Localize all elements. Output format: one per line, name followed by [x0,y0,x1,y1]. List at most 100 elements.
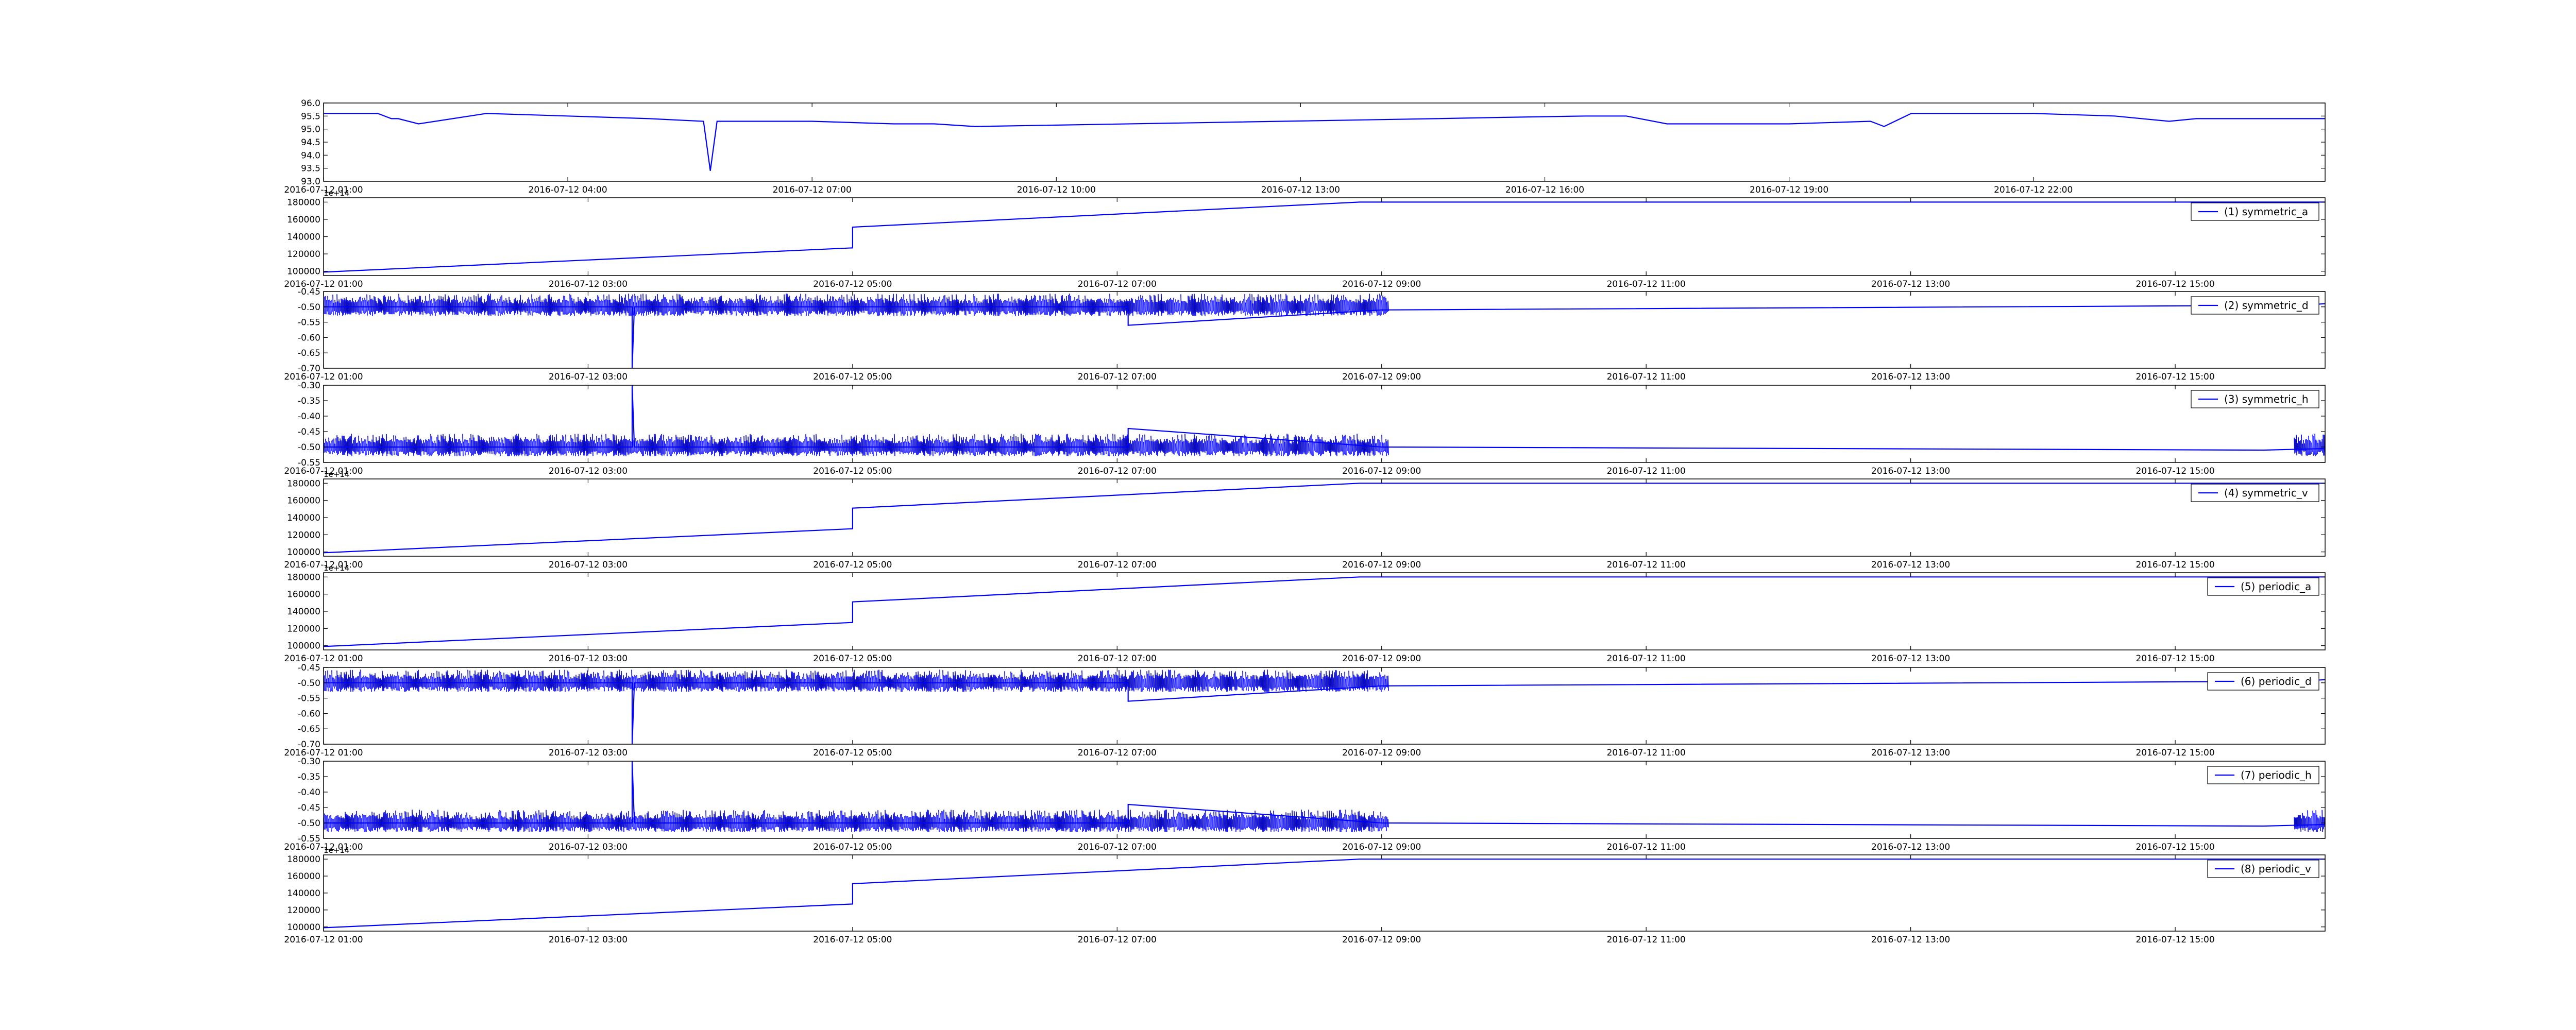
xtick-label-0-6: 2016-07-12 19:00 [1750,185,1828,195]
ytick-label-7-2: -0.40 [298,787,320,798]
ytick-label-4-2: 140000 [287,513,320,523]
legend-label-8: (8) periodic_v [2241,863,2311,875]
ytick-label-0-3: 94.5 [301,138,320,148]
ytick-label-6-4: -0.65 [298,724,320,734]
legend-label-7: (7) periodic_h [2241,769,2312,781]
axes-frame-3 [323,385,2326,463]
xtick-label-4-0: 2016-07-12 01:00 [284,560,363,570]
axes-frame-7 [323,761,2326,839]
chart-panel-3: -0.30-0.35-0.40-0.45-0.50-0.552016-07-12… [284,381,2326,476]
xtick-label-2-1: 2016-07-12 03:00 [549,372,628,382]
axes-frame-0 [323,102,2326,182]
xtick-label-1-1: 2016-07-12 03:00 [549,279,628,289]
xtick-label-5-6: 2016-07-12 13:00 [1871,654,1950,664]
ytick-label-7-1: -0.35 [298,772,320,782]
ytick-label-7-3: -0.45 [298,803,320,813]
ytick-label-1-1: 160000 [287,215,320,225]
xtick-label-6-0: 2016-07-12 01:00 [284,748,363,758]
chart-panel-2: -0.45-0.50-0.55-0.60-0.65-0.702016-07-12… [284,287,2326,382]
legend-2: (2) symmetric_d [2191,296,2319,315]
ytick-label-7-5: -0.55 [298,834,320,844]
ytick-label-3-3: -0.45 [298,427,320,437]
ytick-label-5-0: 180000 [287,572,320,582]
legend-8: (8) periodic_v [2207,860,2319,878]
legend-label-6: (6) periodic_d [2241,675,2312,688]
ytick-label-3-0: -0.30 [298,381,320,391]
xtick-label-2-7: 2016-07-12 15:00 [2136,372,2214,382]
legend-label-2: (2) symmetric_d [2224,299,2309,312]
xtick-label-6-1: 2016-07-12 03:00 [549,748,628,758]
ytick-label-4-0: 180000 [287,478,320,489]
ytick-label-2-4: -0.65 [298,348,320,358]
xtick-label-8-5: 2016-07-12 11:00 [1607,935,1686,945]
xtick-label-3-7: 2016-07-12 15:00 [2136,466,2214,476]
ytick-label-1-0: 180000 [287,197,320,208]
ytick-label-5-4: 100000 [287,641,320,651]
xtick-label-4-1: 2016-07-12 03:00 [549,560,628,570]
xtick-label-7-3: 2016-07-12 07:00 [1078,842,1157,852]
xtick-label-0-4: 2016-07-12 13:00 [1261,185,1340,195]
xtick-label-6-5: 2016-07-12 11:00 [1607,748,1686,758]
ytick-label-0-5: 93.5 [301,164,320,174]
series-noise-band-6-0 [324,670,1389,692]
series-noise-band-3-1 [2294,434,2325,457]
xtick-label-1-6: 2016-07-12 13:00 [1871,279,1950,289]
offset-text-4: 1e+14 [324,470,349,479]
xtick-label-5-7: 2016-07-12 15:00 [2136,654,2214,664]
xtick-label-1-0: 2016-07-12 01:00 [284,279,363,289]
ytick-label-6-3: -0.60 [298,709,320,719]
xtick-label-0-1: 2016-07-12 04:00 [529,185,607,195]
xtick-label-1-4: 2016-07-12 09:00 [1342,279,1421,289]
xtick-label-4-6: 2016-07-12 13:00 [1871,560,1950,570]
xtick-label-8-6: 2016-07-12 13:00 [1871,935,1950,945]
xtick-label-3-6: 2016-07-12 13:00 [1871,466,1950,476]
xtick-label-5-3: 2016-07-12 07:00 [1078,654,1157,664]
xtick-label-7-1: 2016-07-12 03:00 [549,842,628,852]
ytick-label-4-3: 120000 [287,530,320,540]
xtick-label-1-3: 2016-07-12 07:00 [1078,279,1157,289]
axes-frame-2 [323,291,2326,369]
xtick-label-3-5: 2016-07-12 11:00 [1607,466,1686,476]
ytick-label-6-2: -0.55 [298,694,320,704]
xtick-label-2-6: 2016-07-12 13:00 [1871,372,1950,382]
xtick-label-1-7: 2016-07-12 15:00 [2136,279,2214,289]
ytick-label-3-1: -0.35 [298,396,320,406]
ytick-label-8-1: 160000 [287,871,320,882]
series-noise-band-7-1 [2294,810,2325,832]
ytick-label-6-5: -0.70 [298,740,320,750]
ytick-label-1-3: 120000 [287,249,320,260]
xtick-label-0-3: 2016-07-12 10:00 [1017,185,1096,195]
xtick-label-5-5: 2016-07-12 11:00 [1607,654,1686,664]
axes-frame-5 [323,572,2326,650]
xtick-label-2-4: 2016-07-12 09:00 [1342,372,1421,382]
legend-label-5: (5) periodic_a [2241,580,2311,593]
ytick-label-2-5: -0.70 [298,364,320,374]
chart-panel-4: 180000 160000 140000 120000 100000 2016-07-12… [284,470,2326,570]
xtick-label-5-4: 2016-07-12 09:00 [1342,654,1421,664]
series-line-2 [324,303,2325,368]
xtick-label-3-3: 2016-07-12 07:00 [1078,466,1157,476]
xtick-label-2-0: 2016-07-12 01:00 [284,372,363,382]
xtick-label-0-2: 2016-07-12 07:00 [773,185,852,195]
axes-frame-6 [323,667,2326,745]
series-noise-band-3-0 [324,434,1389,457]
legend-label-1: (1) symmetric_a [2224,205,2308,218]
xtick-label-2-2: 2016-07-12 05:00 [813,372,892,382]
xtick-label-3-4: 2016-07-12 09:00 [1342,466,1421,476]
legend-7: (7) periodic_h [2207,766,2319,784]
xtick-label-6-3: 2016-07-12 07:00 [1078,748,1157,758]
offset-text-5: 1e+14 [324,563,349,573]
ytick-label-7-4: -0.50 [298,818,320,829]
series-line-3 [324,385,2325,451]
ytick-label-0-2: 95.0 [301,125,320,135]
chart-panel-8: 180000 160000 140000 120000 100000 2016-07-12… [284,846,2326,945]
xtick-label-2-5: 2016-07-12 11:00 [1607,372,1686,382]
ytick-label-0-4: 94.0 [301,150,320,161]
xtick-label-7-4: 2016-07-12 09:00 [1342,842,1421,852]
chart-panel-6: -0.45-0.50-0.55-0.60-0.65-0.702016-07-12… [284,663,2326,758]
legend-3: (3) symmetric_h [2191,390,2319,408]
legend-label-3: (3) symmetric_h [2224,393,2309,405]
xtick-label-6-4: 2016-07-12 09:00 [1342,748,1421,758]
